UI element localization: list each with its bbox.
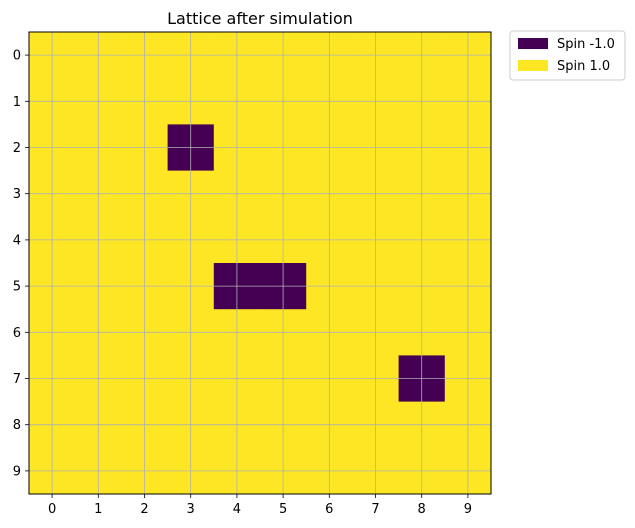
x-tick-label: 9: [464, 502, 472, 517]
x-tick-label: 5: [279, 502, 287, 517]
y-tick-label: 9: [13, 464, 21, 479]
y-axis: 0 1 2 3 4 5 6 7 8 9: [13, 49, 29, 479]
x-tick-label: 2: [140, 502, 148, 517]
legend: Spin -1.0 Spin 1.0: [509, 30, 626, 81]
y-tick-label: 8: [13, 418, 21, 433]
legend-label-spin-pos: Spin 1.0: [557, 59, 610, 74]
y-tick-label: 1: [13, 95, 21, 110]
x-tick-label: 3: [187, 502, 195, 517]
x-axis: 0 1 2 3 4 5 6 7 8 9: [48, 494, 472, 517]
x-tick-label: 6: [325, 502, 333, 517]
x-tick-label: 1: [94, 502, 102, 517]
y-tick-label: 0: [13, 49, 21, 64]
legend-label-spin-neg: Spin -1.0: [557, 37, 615, 52]
plot-frame: [28, 31, 492, 495]
y-tick-label: 6: [13, 326, 21, 341]
y-tick-label: 5: [13, 280, 21, 295]
x-tick-label: 8: [418, 502, 426, 517]
x-tick-label: 4: [233, 502, 241, 517]
y-tick-label: 3: [13, 187, 21, 202]
plot-area: [28, 31, 492, 495]
y-tick-label: 4: [13, 233, 21, 248]
legend-swatch-spin-pos: [518, 60, 548, 71]
y-tick-label: 2: [13, 141, 21, 156]
x-tick-label: 0: [48, 502, 56, 517]
chart-title: Lattice after simulation: [167, 9, 353, 28]
gridlines: [29, 32, 491, 494]
legend-swatch-spin-neg: [518, 38, 548, 49]
x-tick-label: 7: [371, 502, 379, 517]
y-tick-label: 7: [13, 372, 21, 387]
